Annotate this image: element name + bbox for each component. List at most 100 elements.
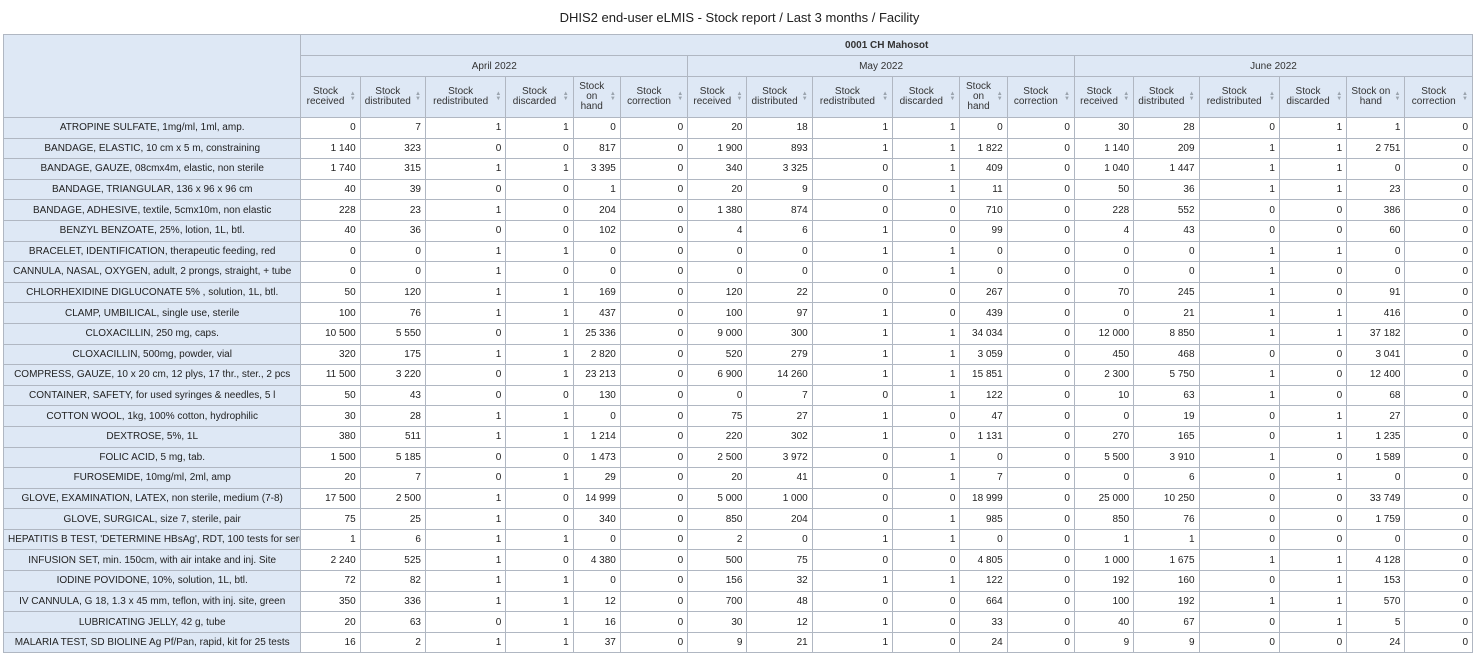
value-cell[interactable]: 0 <box>424 446 507 469</box>
value-cell[interactable]: 0 <box>1006 405 1075 427</box>
column-header[interactable]: Stock correction ▲ ▼ <box>619 76 689 118</box>
value-cell[interactable]: 0 <box>1006 467 1075 489</box>
value-cell[interactable]: 40 <box>300 219 361 242</box>
value-cell[interactable]: 41 <box>746 467 813 489</box>
value-cell[interactable]: 1 <box>1133 528 1200 551</box>
value-cell[interactable]: 7 <box>746 384 813 407</box>
value-cell[interactable]: 122 <box>959 384 1008 407</box>
sort-icon[interactable]: ▲ ▼ <box>1462 91 1468 102</box>
value-cell[interactable]: 0 <box>1404 178 1473 201</box>
value-cell[interactable]: 36 <box>359 219 426 242</box>
value-cell[interactable]: 0 <box>892 487 961 510</box>
value-cell[interactable]: 552 <box>1133 199 1200 221</box>
value-cell[interactable]: 1 <box>1278 322 1348 345</box>
value-cell[interactable]: 0 <box>1404 384 1473 407</box>
value-cell[interactable]: 0 <box>619 117 689 139</box>
value-cell[interactable]: 0 <box>424 467 507 489</box>
value-cell[interactable]: 0 <box>1006 281 1075 304</box>
value-cell[interactable]: 1 675 <box>1133 549 1200 572</box>
value-cell[interactable]: 1 <box>892 322 961 345</box>
value-cell[interactable]: 204 <box>572 199 621 221</box>
value-cell[interactable]: 175 <box>359 343 426 366</box>
value-cell[interactable]: 0 <box>505 549 574 572</box>
value-cell[interactable]: 100 <box>687 302 748 324</box>
value-cell[interactable]: 1 <box>1198 281 1280 304</box>
value-cell[interactable]: 1 <box>505 590 574 613</box>
value-cell[interactable]: 0 <box>359 240 426 263</box>
value-cell[interactable]: 0 <box>811 487 894 510</box>
value-cell[interactable]: 0 <box>1278 528 1348 551</box>
value-cell[interactable]: 1 <box>424 302 507 324</box>
value-cell[interactable]: 0 <box>1404 405 1473 427</box>
value-cell[interactable]: 0 <box>424 611 507 633</box>
value-cell[interactable]: 0 <box>300 117 361 139</box>
value-cell[interactable]: 16 <box>572 611 621 633</box>
value-cell[interactable]: 0 <box>505 446 574 469</box>
value-cell[interactable]: 0 <box>619 631 689 654</box>
sort-icon[interactable]: ▲ ▼ <box>562 91 569 102</box>
value-cell[interactable]: 0 <box>505 261 574 283</box>
value-cell[interactable]: 1 <box>424 425 507 448</box>
value-cell[interactable]: 20 <box>687 467 748 489</box>
value-cell[interactable]: 1 <box>505 117 574 139</box>
value-cell[interactable]: 1 <box>424 590 507 613</box>
value-cell[interactable]: 23 213 <box>572 364 621 386</box>
column-header[interactable]: Stock redistributed ▲ ▼ <box>424 76 507 118</box>
value-cell[interactable]: 1 000 <box>746 487 813 510</box>
value-cell[interactable]: 1 <box>505 631 574 654</box>
value-cell[interactable]: 525 <box>359 549 426 572</box>
value-cell[interactable]: 0 <box>892 302 961 324</box>
value-cell[interactable]: 67 <box>1133 611 1200 633</box>
value-cell[interactable]: 0 <box>619 570 689 592</box>
value-cell[interactable]: 1 589 <box>1346 446 1406 469</box>
value-cell[interactable]: 380 <box>300 425 361 448</box>
value-cell[interactable]: 1 <box>424 117 507 139</box>
value-cell[interactable]: 0 <box>1404 137 1473 160</box>
value-cell[interactable]: 1 <box>811 117 894 139</box>
value-cell[interactable]: 0 <box>892 199 961 221</box>
value-cell[interactable]: 40 <box>300 178 361 201</box>
value-cell[interactable]: 1 500 <box>300 446 361 469</box>
value-cell[interactable]: 320 <box>300 343 361 366</box>
value-cell[interactable]: 0 <box>1073 240 1135 263</box>
value-cell[interactable]: 0 <box>1198 405 1280 427</box>
value-cell[interactable]: 0 <box>1404 425 1473 448</box>
value-cell[interactable]: 1 <box>892 508 961 530</box>
value-cell[interactable]: 874 <box>746 199 813 221</box>
value-cell[interactable]: 228 <box>1073 199 1135 221</box>
value-cell[interactable]: 1 473 <box>572 446 621 469</box>
value-cell[interactable]: 6 <box>1133 467 1200 489</box>
sort-icon[interactable]: ▲ ▼ <box>1064 91 1070 102</box>
value-cell[interactable]: 5 500 <box>1073 446 1135 469</box>
value-cell[interactable]: 7 <box>959 467 1008 489</box>
value-cell[interactable]: 9 000 <box>687 322 748 345</box>
sort-icon[interactable]: ▲ ▼ <box>1123 91 1130 102</box>
value-cell[interactable]: 0 <box>1006 343 1075 366</box>
value-cell[interactable]: 0 <box>424 384 507 407</box>
value-cell[interactable]: 1 <box>424 508 507 530</box>
value-cell[interactable]: 0 <box>1198 508 1280 530</box>
value-cell[interactable]: 0 <box>1198 528 1280 551</box>
sort-icon[interactable]: ▲ ▼ <box>1336 91 1343 102</box>
value-cell[interactable]: 1 <box>424 570 507 592</box>
value-cell[interactable]: 1 822 <box>959 137 1008 160</box>
value-cell[interactable]: 4 <box>1073 219 1135 242</box>
value-cell[interactable]: 27 <box>746 405 813 427</box>
value-cell[interactable]: 14 999 <box>572 487 621 510</box>
value-cell[interactable]: 1 <box>424 631 507 654</box>
value-cell[interactable]: 1 <box>892 446 961 469</box>
column-header[interactable]: Stock discarded ▲ ▼ <box>892 76 961 118</box>
sort-icon[interactable]: ▲ ▼ <box>415 91 421 102</box>
value-cell[interactable]: 0 <box>811 178 894 201</box>
value-cell[interactable]: 15 851 <box>959 364 1008 386</box>
value-cell[interactable]: 63 <box>1133 384 1200 407</box>
value-cell[interactable]: 1 <box>892 467 961 489</box>
value-cell[interactable]: 47 <box>959 405 1008 427</box>
value-cell[interactable]: 450 <box>1073 343 1135 366</box>
value-cell[interactable]: 1 <box>505 364 574 386</box>
value-cell[interactable]: 204 <box>746 508 813 530</box>
value-cell[interactable]: 0 <box>424 364 507 386</box>
column-header[interactable]: Stock correction ▲ ▼ <box>1006 76 1075 118</box>
sort-icon[interactable]: ▲ ▼ <box>736 91 743 102</box>
value-cell[interactable]: 100 <box>300 302 361 324</box>
